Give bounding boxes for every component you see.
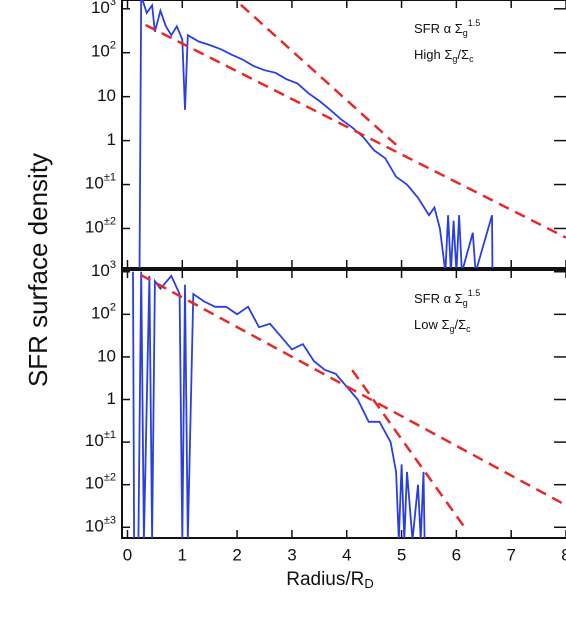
plot-frame xyxy=(121,0,566,269)
x-tick-label: 1 xyxy=(178,545,187,564)
tick-base: 10 xyxy=(85,432,104,451)
y-tick-label: 102 xyxy=(91,301,116,323)
plot-area xyxy=(132,271,566,538)
data-line xyxy=(138,0,494,268)
y-tick-label: 10±1 xyxy=(85,171,116,193)
tick-base: 10 xyxy=(91,0,110,17)
x-label-sub: D xyxy=(364,576,373,591)
annotation-text: SFR α Σ xyxy=(414,291,463,306)
y-tick-label: 10 xyxy=(97,346,116,365)
y-tick-label: 10±3 xyxy=(85,514,116,536)
y-tick-label: 103 xyxy=(91,259,116,281)
tick-exponent: ±2 xyxy=(104,215,116,227)
data-line xyxy=(132,271,426,538)
annotation: SFR α Σg1.5 xyxy=(414,18,480,38)
plot-frame xyxy=(121,269,566,539)
y-tick-label: 1 xyxy=(107,389,116,408)
tick-exponent: 3 xyxy=(110,259,116,271)
annotation-text: High Σ xyxy=(414,47,452,62)
fit-line xyxy=(240,3,403,151)
y-axis-label: SFR surface density xyxy=(23,153,53,387)
tick-base: 10 xyxy=(85,218,104,237)
tick-exponent: 2 xyxy=(110,40,116,52)
tick-base: 10 xyxy=(91,42,110,61)
tick-exponent: ±2 xyxy=(104,472,116,484)
x-tick-label: 8 xyxy=(561,545,566,564)
tick-exponent: ±3 xyxy=(104,514,116,526)
plot-area xyxy=(138,0,566,268)
x-label-text: Radius/R xyxy=(286,569,364,590)
annotation-text: /Σ xyxy=(455,317,467,332)
y-tick-label: 1 xyxy=(107,130,116,149)
x-tick-label: 0 xyxy=(123,545,132,564)
tick-base: 10 xyxy=(85,517,104,536)
annotation-script: g xyxy=(463,298,468,308)
y-tick-label: 10±2 xyxy=(85,472,116,494)
annotation: Low Σg/Σc xyxy=(414,317,471,334)
tick-exponent: ±1 xyxy=(104,429,116,441)
tick-base: 10 xyxy=(85,474,104,493)
tick-exponent: 2 xyxy=(110,301,116,313)
x-tick-label: 3 xyxy=(287,545,296,564)
tick-base: 10 xyxy=(91,304,110,323)
x-axis-label: Radius/RD xyxy=(286,569,374,591)
x-tick-label: 4 xyxy=(342,545,351,564)
tick-exponent: 3 xyxy=(110,0,116,8)
x-tick-label: 7 xyxy=(506,545,515,564)
y-tick-label: 103 xyxy=(91,0,116,17)
tick-base: 10 xyxy=(91,261,110,280)
annotation: SFR α Σg1.5 xyxy=(414,288,480,308)
annotation-script: 1.5 xyxy=(468,288,481,298)
annotation-text: /Σ xyxy=(457,47,469,62)
y-tick-label: 102 xyxy=(91,40,116,62)
tick-base: 10 xyxy=(85,174,104,193)
y-tick-label: 10±1 xyxy=(85,429,116,451)
x-tick-label: 2 xyxy=(232,545,241,564)
fit-line xyxy=(140,273,566,507)
fit-line xyxy=(145,23,566,239)
annotation-script: g xyxy=(452,54,457,64)
fit-line xyxy=(351,369,466,529)
annotation-script: g xyxy=(463,28,468,38)
annotation-script: g xyxy=(450,324,455,334)
tick-exponent: ±1 xyxy=(104,171,116,183)
annotation-script: 1.5 xyxy=(468,18,481,28)
annotation-script: c xyxy=(466,324,471,334)
y-tick-label: 10 xyxy=(97,86,116,105)
annotation-script: c xyxy=(469,54,474,64)
annotation-text: SFR α Σ xyxy=(414,21,463,36)
annotation: High Σg/Σc xyxy=(414,47,474,64)
y-tick-label: 10±2 xyxy=(85,215,116,237)
x-tick-label: 5 xyxy=(397,545,406,564)
x-tick-label: 6 xyxy=(452,545,461,564)
annotation-text: Low Σ xyxy=(414,317,450,332)
